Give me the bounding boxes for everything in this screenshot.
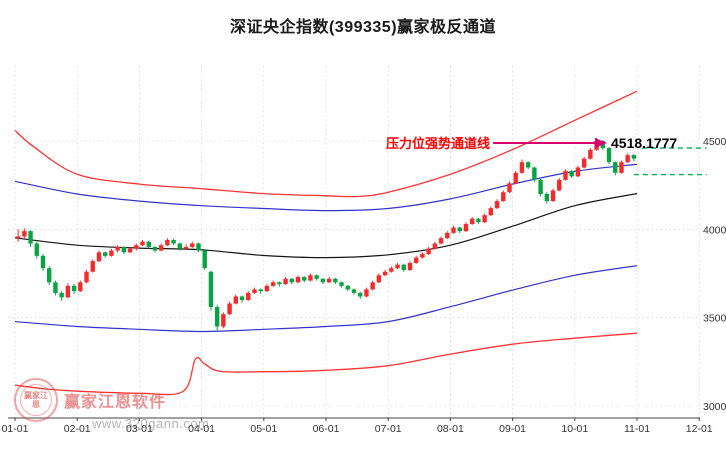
upper-red-channel-line	[14, 90, 638, 198]
x-axis-label: 09-01	[499, 423, 526, 435]
lower-blue-channel-line	[14, 265, 638, 333]
lower-red-channel-line	[14, 332, 638, 396]
pressure-arrow-icon	[493, 137, 608, 148]
x-axis-label: 02-01	[64, 423, 91, 435]
grid-layer: 01-01 02-01 03-01 04-01 05-01 06-01 07-01 08-01…	[2, 66, 726, 435]
x-axis-label: 10-01	[561, 423, 588, 435]
pressure-value: 4518.1777	[611, 134, 678, 151]
x-axis-label: 04-01	[188, 423, 215, 435]
brand-name: 赢家江恩软件	[64, 394, 167, 411]
candles-layer	[15, 137, 637, 332]
pressure-label: 压力位强势通道线	[386, 136, 491, 151]
x-axis-label: 03-01	[126, 423, 153, 435]
middle-black-line	[14, 193, 638, 259]
brand-watermark: 赢家江恩 赢家江恩软件	[14, 378, 166, 422]
brand-seal-text: 赢家江恩	[20, 384, 52, 416]
y-axis-label: 4000	[703, 224, 726, 236]
y-axis-label: 3000	[703, 401, 726, 413]
x-axis-label: 06-01	[313, 423, 340, 435]
x-axis-label: 08-01	[437, 423, 464, 435]
y-axis-label: 4500	[703, 136, 726, 148]
x-axis-label: 11-01	[624, 423, 650, 435]
x-axis-label: 07-01	[375, 423, 402, 435]
brand-seal-icon: 赢家江恩	[14, 378, 58, 422]
x-axis-label: 12-01	[686, 423, 713, 435]
y-axis-label: 3500	[703, 313, 726, 325]
x-axis-label: 01-01	[2, 423, 29, 435]
pressure-annotation: 压力位强势通道线 4518.1777	[386, 133, 677, 152]
site-watermark: www.320gann.com	[92, 416, 210, 431]
page-title: 深证央企指数(399335)赢家极反通道	[229, 19, 497, 36]
x-axis-label: 05-01	[250, 423, 277, 435]
upper-blue-channel-line	[14, 163, 638, 212]
